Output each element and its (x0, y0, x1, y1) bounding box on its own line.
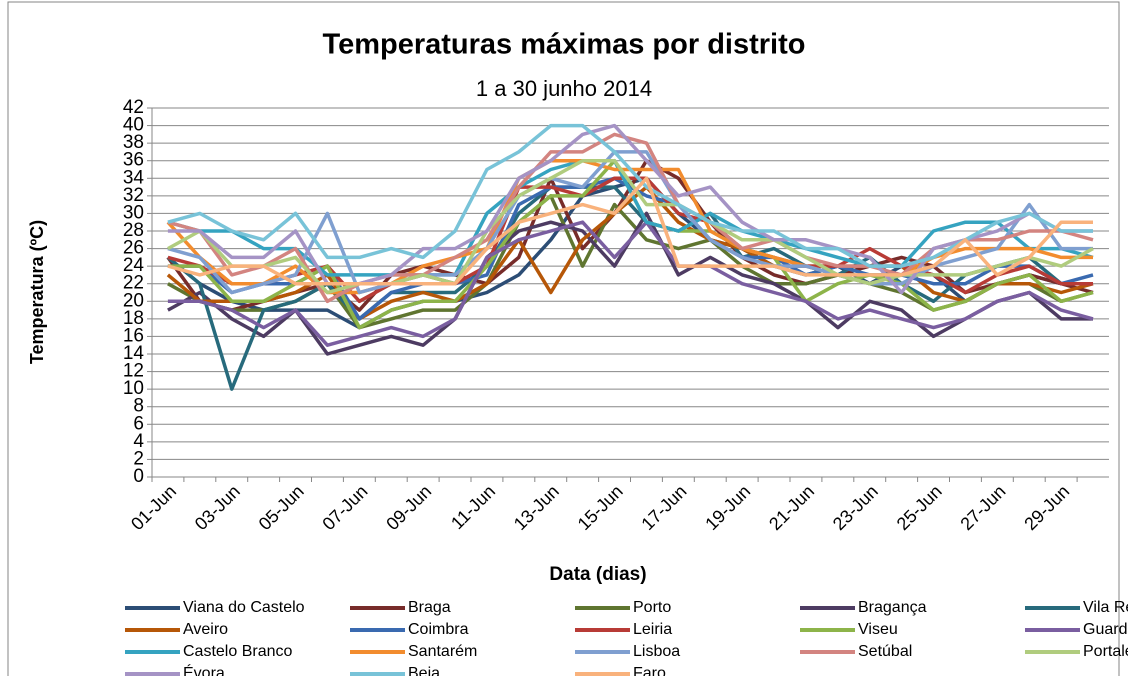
series-line (167, 123, 1093, 268)
legend-label: Lisboa (633, 643, 680, 660)
y-tick-label: 16 (123, 325, 144, 346)
y-tick-label: 12 (123, 361, 144, 382)
series-line (167, 150, 1093, 295)
y-tick-label: 20 (123, 290, 144, 311)
y-axis-title: Temperatura (ºC) (27, 220, 47, 364)
y-tick-label: 36 (123, 150, 144, 171)
y-tick-label: 6 (133, 413, 144, 434)
legend-label: Bragança (858, 599, 927, 616)
y-tick-label: 42 (123, 97, 144, 118)
y-tick-label: 10 (123, 378, 144, 399)
y-tick-label: 32 (123, 185, 144, 206)
y-tick-label: 26 (123, 238, 144, 259)
chart-border (7, 1, 1120, 676)
series-line (167, 158, 1094, 295)
y-tick-label: 18 (123, 308, 144, 329)
chart-title: Temperaturas máximas por distrito (323, 29, 806, 61)
legend-label: Vila Real (1083, 599, 1128, 616)
legend-label: Viseu (858, 621, 898, 638)
legend-label: Faro (633, 665, 666, 676)
x-axis-title: Data (dias) (549, 564, 646, 585)
legend-label: Leiria (633, 621, 672, 638)
series-line (167, 158, 1094, 277)
chart-subtitle: 1 a 30 junho 2014 (476, 76, 652, 101)
y-tick-label: 38 (123, 132, 144, 153)
series-line (167, 220, 1094, 347)
legend-label: Santarém (408, 643, 477, 660)
legend-label: Porto (633, 599, 671, 616)
series-line (167, 176, 1093, 286)
legend-label: Portalegre (1083, 643, 1128, 660)
y-tick-label: 8 (133, 396, 144, 417)
legend-label: Viana do Castelo (183, 599, 305, 616)
y-tick-label: 30 (123, 202, 144, 223)
legend-label: Braga (408, 599, 451, 616)
y-tick-label: 2 (133, 448, 144, 469)
legend-label: Setúbal (858, 643, 912, 660)
y-tick-label: 0 (133, 466, 144, 487)
legend-label: Évora (183, 663, 225, 676)
y-tick-label: 40 (123, 115, 144, 136)
series-line (167, 123, 1093, 295)
y-tick-label: 34 (123, 167, 145, 188)
y-tick-label: 22 (123, 273, 144, 294)
legend-label: Aveiro (183, 621, 228, 638)
legend-label: Beja (408, 665, 440, 676)
y-tick-label: 14 (123, 343, 145, 364)
y-tick-label: 4 (133, 431, 144, 452)
y-tick-label: 28 (123, 220, 144, 241)
legend-label: Coimbra (408, 621, 469, 638)
legend-label: Guarda (1083, 621, 1128, 638)
y-tick-label: 24 (123, 255, 145, 276)
legend-label: Castelo Branco (183, 643, 292, 660)
